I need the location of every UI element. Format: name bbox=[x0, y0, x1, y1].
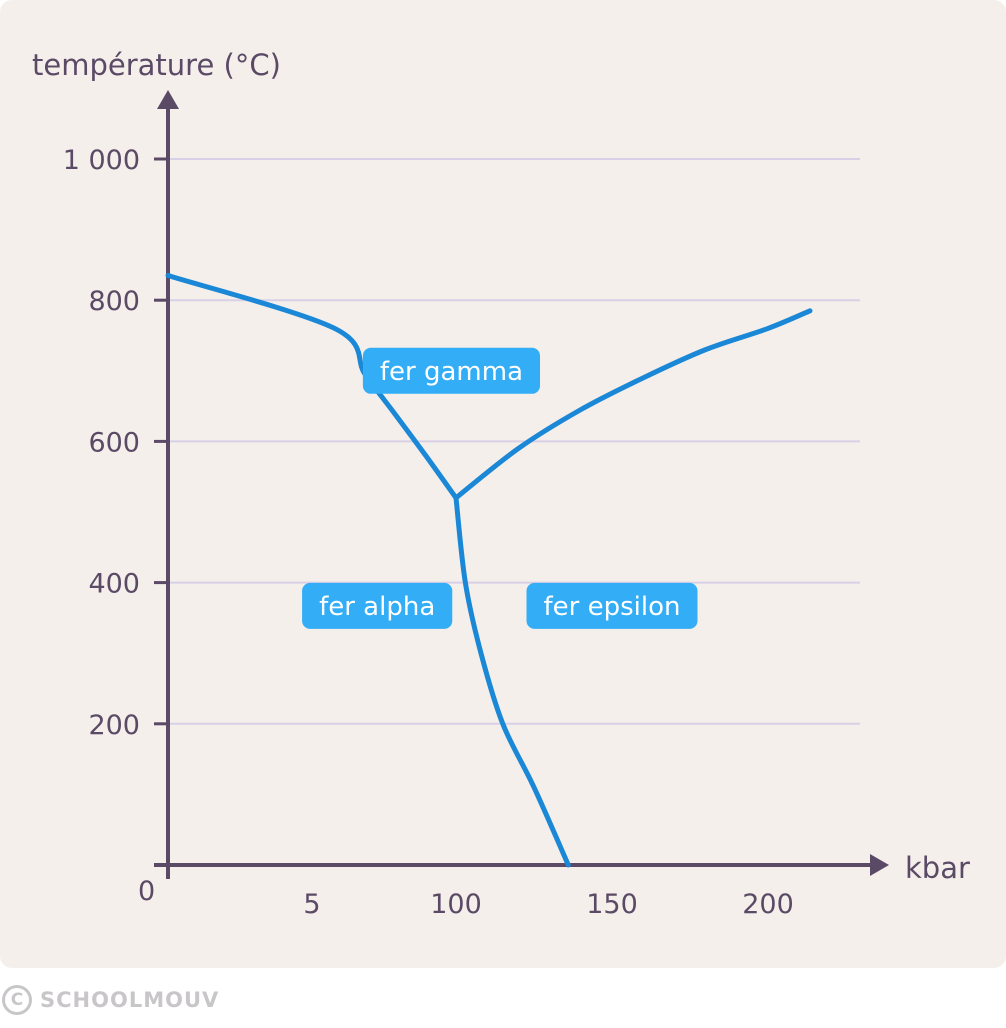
region-badge: fer alpha bbox=[302, 582, 453, 629]
region-label: fer epsilon bbox=[544, 592, 681, 622]
watermark: C SCHOOLMOUV bbox=[2, 980, 219, 1020]
origin-label: 0 bbox=[138, 876, 155, 907]
y-axis-arrow-icon bbox=[157, 90, 179, 109]
phase-regions: fer gamma fer alpha fer epsilon bbox=[302, 347, 698, 629]
region-badge-bg bbox=[526, 582, 698, 629]
x-axis-arrow-icon bbox=[870, 854, 889, 876]
axes bbox=[154, 90, 889, 879]
region-badge: fer gamma bbox=[362, 347, 541, 394]
x-tick-label: 5 bbox=[303, 889, 320, 920]
grid-lines bbox=[168, 158, 860, 725]
tick-labels: 200 400 600 800 1 000 5 100 150 200 bbox=[63, 145, 794, 920]
region-label: fer alpha bbox=[319, 592, 435, 622]
phase-boundary-line bbox=[453, 495, 571, 868]
y-tick-label: 400 bbox=[88, 569, 140, 600]
region-badge-bg bbox=[302, 582, 453, 629]
copyright-icon: C bbox=[2, 985, 32, 1015]
x-axis-title: kbar bbox=[905, 851, 970, 885]
y-axis-title: température (°C) bbox=[32, 48, 281, 82]
region-label: fer gamma bbox=[380, 357, 523, 387]
phase-boundary-line bbox=[453, 308, 813, 501]
region-badge-bg bbox=[362, 347, 541, 394]
x-tick-label: 200 bbox=[742, 889, 794, 920]
y-tick-label: 1 000 bbox=[63, 145, 140, 176]
y-tick-label: 800 bbox=[88, 286, 140, 317]
region-badge: fer epsilon bbox=[526, 582, 698, 629]
y-tick-label: 600 bbox=[88, 427, 140, 458]
x-tick-label: 150 bbox=[586, 889, 638, 920]
y-tick-label: 200 bbox=[88, 710, 140, 741]
watermark-text: SCHOOLMOUV bbox=[40, 988, 220, 1012]
x-tick-label: 100 bbox=[430, 889, 482, 920]
